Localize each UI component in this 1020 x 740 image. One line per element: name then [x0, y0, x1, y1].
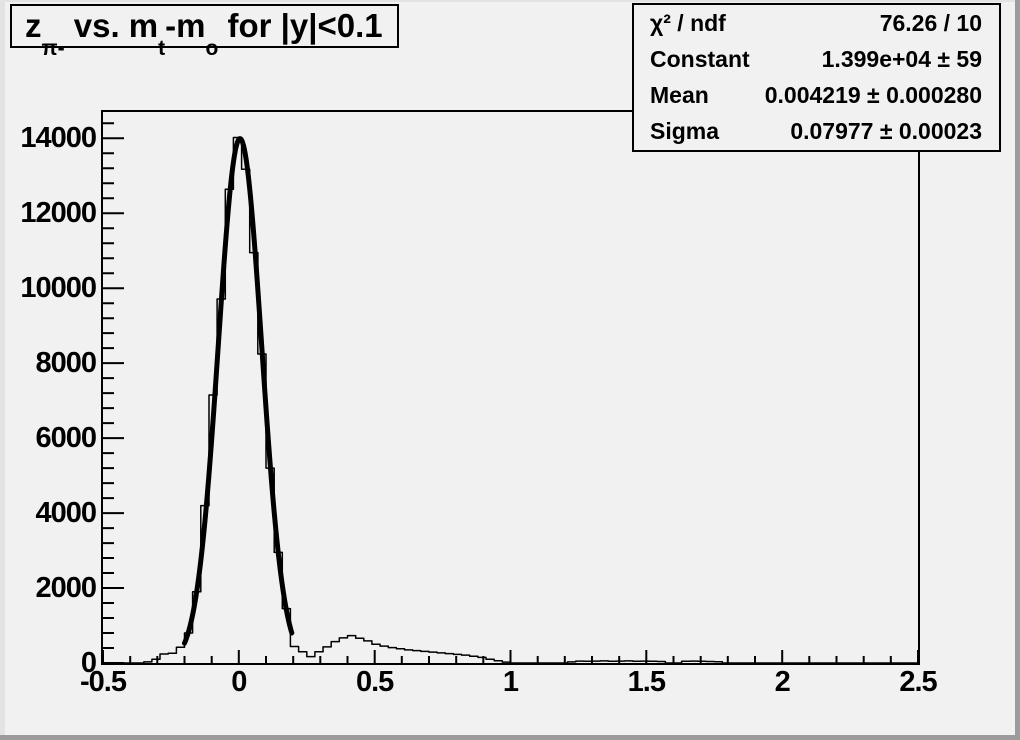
stats-label: χ² / ndf	[650, 9, 726, 36]
y-tick-label: 6000	[35, 422, 97, 455]
histogram-plot	[102, 122, 919, 664]
stats-label: Constant	[650, 45, 750, 72]
fit-stats-box: χ² / ndf 76.26 / 10 Constant 1.399e+04 ± 59…	[632, 3, 1001, 152]
title-subscript: π-	[41, 37, 65, 60]
stats-row: Mean 0.004219 ± 0.000280	[634, 78, 999, 114]
stats-value: 1.399e+04 ± 59	[821, 45, 982, 72]
plot-title: zπ- vs. mt-mo for |y|<0.1	[25, 7, 383, 59]
x-tick-label: 1	[502, 666, 519, 698]
stats-label: Mean	[650, 82, 709, 109]
title-subscript: t	[158, 37, 166, 60]
title-text: vs. m	[64, 7, 159, 44]
y-tick-label: 14000	[20, 122, 97, 155]
stats-row: χ² / ndf 76.26 / 10	[634, 5, 999, 41]
y-tick-label: 8000	[35, 347, 97, 380]
title-box: zπ- vs. mt-mo for |y|<0.1	[10, 4, 399, 59]
x-tick-label: 2.5	[899, 666, 937, 698]
stats-value: 0.004219 ± 0.000280	[764, 82, 982, 109]
title-text: -m	[165, 7, 206, 44]
y-tick-label: 4000	[35, 497, 97, 530]
stats-label: Sigma	[650, 118, 720, 145]
y-major-ticks	[103, 137, 124, 664]
x-major-ticks	[102, 650, 919, 663]
title-subscript: o	[205, 37, 219, 60]
stats-value: 0.07977 ± 0.00023	[790, 118, 982, 145]
y-minor-ticks	[103, 122, 114, 649]
stats-row: Sigma 0.07977 ± 0.00023	[634, 114, 999, 150]
fit-curve	[182, 136, 295, 646]
x-minor-ticks	[129, 656, 892, 663]
y-tick-label: 0	[80, 647, 97, 679]
x-tick-label: -0.5	[80, 666, 127, 698]
y-tick-label: 10000	[20, 272, 97, 305]
y-tick-label: 2000	[35, 572, 97, 605]
plot-frame	[101, 110, 920, 665]
title-text: z	[25, 7, 42, 44]
x-tick-label: 0.5	[355, 666, 394, 698]
stats-row: Constant 1.399e+04 ± 59	[634, 41, 999, 77]
x-tick-label: 2	[774, 666, 791, 698]
x-tick-label: 1.5	[627, 666, 666, 698]
y-tick-label: 12000	[20, 197, 97, 230]
x-tick-label: 0	[231, 666, 247, 698]
stats-value: 76.26 / 10	[879, 9, 982, 36]
title-text: for |y|<0.1	[218, 7, 383, 44]
